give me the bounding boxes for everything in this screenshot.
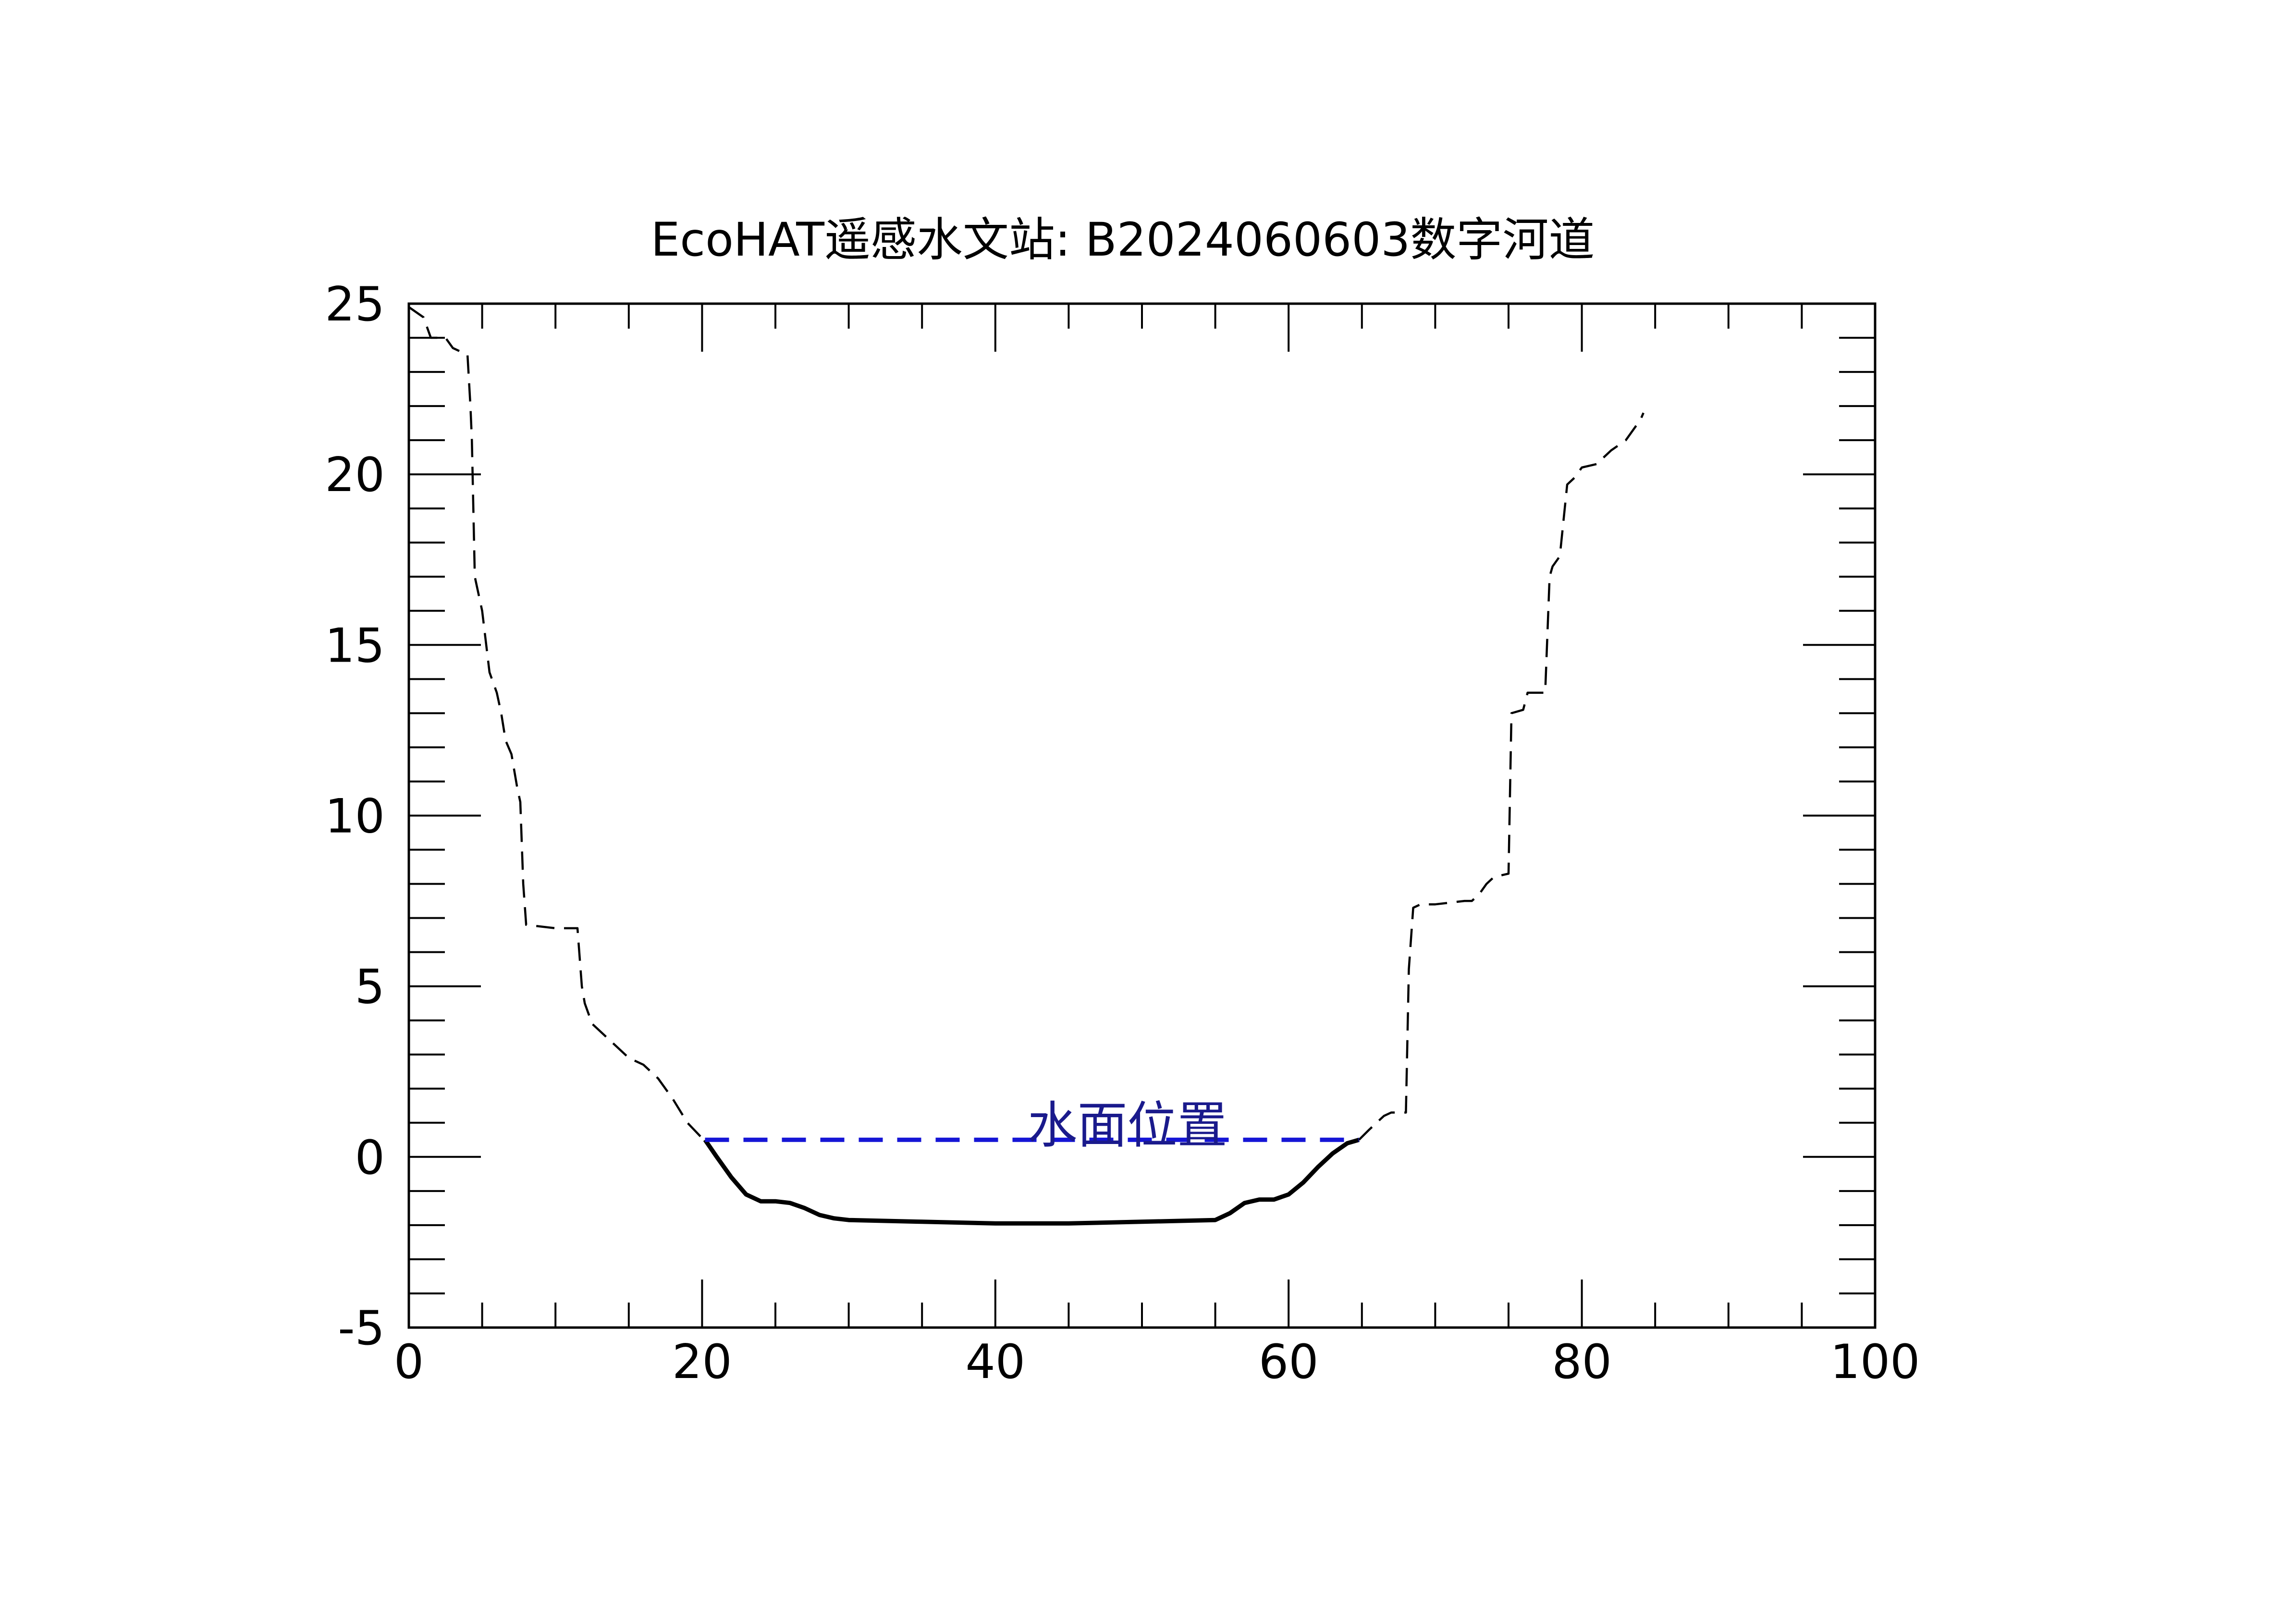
y-tick-label: 15 bbox=[325, 618, 385, 673]
y-tick-label: 10 bbox=[325, 789, 385, 844]
x-tick-label: 80 bbox=[1552, 1335, 1612, 1390]
channel-bed-line-1 bbox=[703, 1137, 1360, 1226]
x-tick-label: 40 bbox=[965, 1335, 1025, 1390]
y-tick-label: 0 bbox=[355, 1131, 385, 1185]
terrain-dashed-line-0 bbox=[408, 306, 706, 1141]
x-tick-label: 60 bbox=[1259, 1335, 1319, 1390]
y-tick-label: -5 bbox=[338, 1301, 385, 1356]
chart-title: EcoHAT遥感水文站: B2024060603数字河道 bbox=[651, 213, 1595, 267]
y-tick-label: 25 bbox=[325, 277, 385, 332]
terrain-dashed-line-2 bbox=[1358, 412, 1644, 1141]
y-tick-label: 5 bbox=[355, 960, 385, 1015]
x-tick-label: 20 bbox=[672, 1335, 732, 1390]
y-tick-label: 20 bbox=[325, 448, 385, 503]
plot-layer: 水面位置 bbox=[408, 306, 1644, 1226]
x-tick-label: 100 bbox=[1830, 1335, 1920, 1390]
x-tick-label: 0 bbox=[394, 1335, 424, 1390]
water-surface-annotation: 水面位置 bbox=[1027, 1096, 1227, 1155]
